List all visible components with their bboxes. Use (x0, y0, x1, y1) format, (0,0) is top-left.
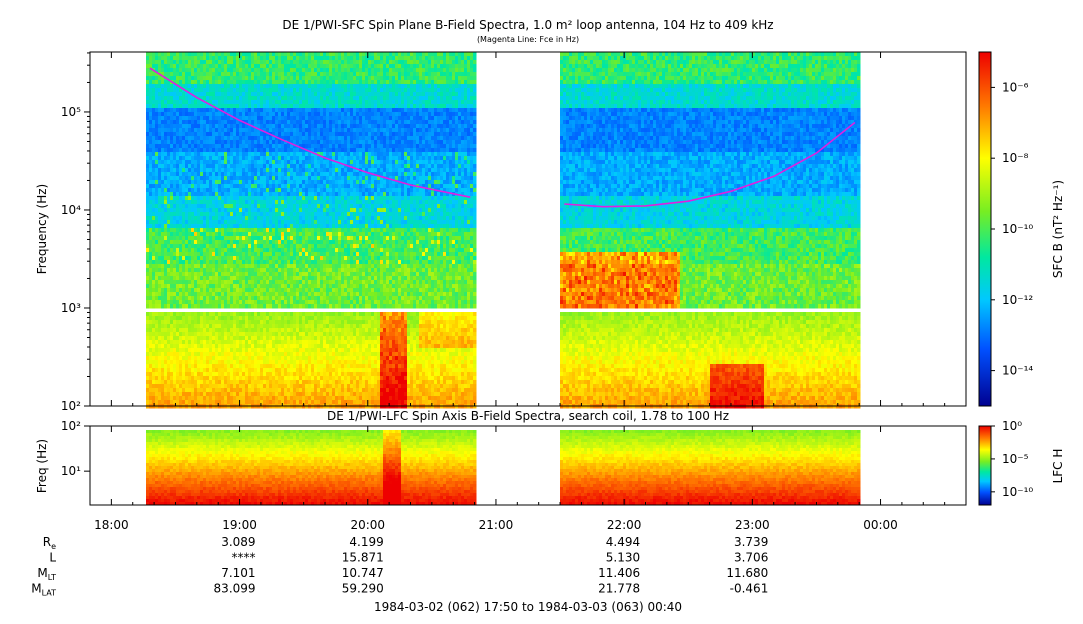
ephemeris-value: 21.778 (598, 582, 640, 596)
colorbar-tick-label: 10⁻⁵ (1002, 452, 1029, 466)
x-tick-label: 20:00 (350, 518, 385, 532)
fce-line-segment-2 (564, 121, 856, 208)
time-range-footer: 1984-03-02 (062) 17:50 to 1984-03-03 (06… (374, 600, 682, 614)
ephemeris-value: 83.099 (214, 582, 256, 596)
ephemeris-row-label: MLT (37, 566, 56, 582)
sfc-colorbar-label: SFC B (nT² Hz⁻¹) (1051, 180, 1065, 278)
colorbar-tick-label: 10⁻¹⁴ (1002, 364, 1033, 378)
ephemeris-value: 3.089 (221, 535, 255, 549)
fce-line-segment-1 (149, 67, 471, 198)
ephemeris-table: Re 3.089 4.199 4.494 3.739 L **** 15.871 5.130 3.… (31, 535, 768, 598)
ephemeris-value: **** (232, 551, 256, 565)
sfc-colorbar (978, 51, 992, 407)
ephemeris-value: 11.406 (598, 566, 640, 580)
sfc-y-axis: 10² 10³ 10⁴ 10⁵ (61, 52, 90, 413)
sfc-y-tick-label: 10³ (61, 301, 81, 315)
sfc-y-label: Frequency (Hz) (35, 184, 49, 275)
ephemeris-row-label: Re (43, 535, 56, 551)
lfc-y-axis: 10¹ 10² (61, 419, 90, 478)
ephemeris-value: 59.290 (342, 582, 384, 596)
x-tick-label: 21:00 (479, 518, 514, 532)
ephemeris-row-label: L (49, 551, 56, 565)
x-tick-label: 18:00 (94, 518, 129, 532)
colorbar-tick-label: 10⁰ (1002, 419, 1022, 433)
ephemeris-value: 4.199 (349, 535, 383, 549)
colorbar-tick-label: 10⁻¹⁰ (1002, 485, 1033, 499)
lfc-plot-frame (89, 425, 967, 506)
ephemeris-value: -0.461 (730, 582, 769, 596)
sfc-colorbar-ticks: 10⁻⁶ 10⁻⁸ 10⁻¹⁰ 10⁻¹² 10⁻¹⁴ (991, 80, 1033, 378)
colorbar-tick-label: 10⁻⁶ (1002, 80, 1029, 94)
ephemeris-value: 11.680 (726, 566, 768, 580)
ephemeris-value: 5.130 (606, 551, 640, 565)
lfc-colorbar-ticks: 10⁰ 10⁻⁵ 10⁻¹⁰ (991, 419, 1033, 499)
lfc-y-tick-label: 10¹ (61, 464, 81, 478)
lfc-y-label: Freq (Hz) (35, 439, 49, 493)
sfc-spectrogram (146, 52, 861, 409)
sfc-y-tick-label: 10⁴ (61, 203, 81, 217)
x-tick-label: 23:00 (735, 518, 770, 532)
lfc-y-tick-label: 10² (61, 419, 81, 433)
lfc-colorbar-label: LFC H (1051, 449, 1065, 484)
x-tick-label: 00:00 (863, 518, 898, 532)
ephemeris-value: 7.101 (221, 566, 255, 580)
x-axis: 18:00 19:00 20:00 21:00 22:00 23:00 00:00 (89, 52, 967, 532)
ephemeris-value: 3.706 (734, 551, 768, 565)
lfc-spectrogram (146, 430, 861, 506)
x-tick-label: 19:00 (222, 518, 257, 532)
x-tick-label: 22:00 (607, 518, 642, 532)
colorbar-tick-label: 10⁻¹² (1002, 293, 1033, 307)
ephemeris-value: 4.494 (606, 535, 640, 549)
ephemeris-value: 10.747 (342, 566, 384, 580)
main-subtitle: (Magenta Line: Fce in Hz) (477, 35, 579, 44)
main-title: DE 1/PWI-SFC Spin Plane B-Field Spectra,… (282, 18, 773, 32)
colorbar-tick-label: 10⁻¹⁰ (1002, 222, 1033, 236)
colorbar-tick-label: 10⁻⁸ (1002, 151, 1029, 165)
lfc-title: DE 1/PWI-LFC Spin Axis B-Field Spectra, … (327, 409, 729, 423)
lfc-colorbar (978, 425, 992, 506)
sfc-y-tick-label: 10⁵ (61, 105, 81, 119)
sfc-y-tick-label: 10² (61, 399, 81, 413)
ephemeris-row-label: MLAT (31, 582, 56, 598)
ephemeris-value: 15.871 (342, 551, 384, 565)
sfc-plot-frame (89, 51, 967, 407)
ephemeris-value: 3.739 (734, 535, 768, 549)
